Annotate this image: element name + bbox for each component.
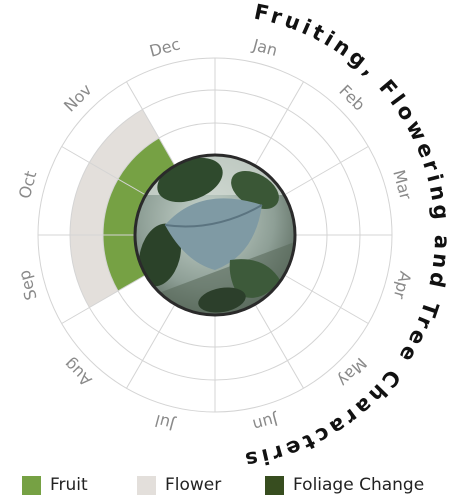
grid-spoke [254, 81, 304, 166]
grid-spoke [254, 304, 304, 389]
month-label-jul: Jul [153, 411, 178, 435]
data-bands [70, 109, 175, 308]
grid-spoke [61, 274, 146, 324]
month-label-jun: Jun [251, 410, 281, 435]
month-label-apr: Apr [390, 269, 416, 301]
legend-swatch [265, 475, 284, 495]
month-label-may: May [334, 354, 371, 391]
grid-spoke [61, 146, 146, 196]
legend-label: Fruit [50, 475, 88, 495]
legend-item-flower: Flower [137, 475, 221, 495]
month-label-nov: Nov [60, 80, 96, 116]
legend-swatch [137, 475, 156, 495]
grid [37, 57, 393, 413]
month-label-dec: Dec [147, 34, 182, 60]
band-fruit-nov [118, 138, 175, 195]
center-photo [133, 153, 297, 317]
month-label-aug: Aug [60, 354, 96, 390]
legend: Fruit Flower Foliage Change [0, 475, 465, 504]
month-label-sep: Sep [15, 268, 41, 302]
month-label-jan: Jan [250, 35, 280, 60]
legend-item-fruit: Fruit [22, 475, 88, 495]
grid-spoke [126, 304, 176, 389]
grid-spoke [284, 274, 369, 324]
grid-spoke [284, 146, 369, 196]
month-label-mar: Mar [389, 168, 415, 202]
month-label-oct: Oct [15, 169, 41, 201]
legend-label: Flower [165, 475, 222, 495]
grid-spoke [126, 81, 176, 166]
legend-label: Foliage Change [293, 475, 425, 495]
legend-swatch [22, 475, 41, 495]
legend-item-foliage-change: Foliage Change [265, 475, 424, 495]
